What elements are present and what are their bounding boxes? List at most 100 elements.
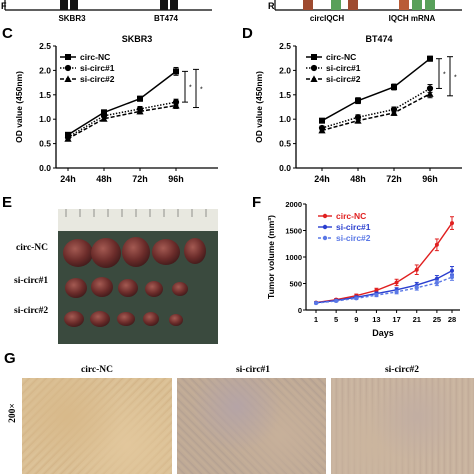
data-point-si-circ-2 bbox=[450, 275, 454, 280]
legend-label: si-circ#1 bbox=[336, 222, 371, 232]
data-point-circ-nc bbox=[434, 242, 439, 247]
data-point-si-circ-2 bbox=[136, 107, 144, 115]
data-point-si-circ-2 bbox=[394, 289, 399, 294]
ylabel-fragment-right: R bbox=[268, 1, 275, 11]
series-line-si-circ-2 bbox=[321, 93, 431, 132]
category-circiqch: circIQCH bbox=[310, 14, 344, 23]
x-tick-label: 1 bbox=[314, 315, 318, 324]
legend-marker bbox=[310, 64, 318, 72]
data-point-si-circ-2 bbox=[314, 301, 318, 306]
category-skbr3: SKBR3 bbox=[58, 14, 86, 23]
legend-label: si-circ#2 bbox=[80, 74, 115, 84]
x-tick-label: 96h bbox=[168, 174, 184, 184]
series-line-si-circ-2 bbox=[315, 276, 453, 304]
legend-marker bbox=[64, 75, 72, 82]
tumor-photo-drawing bbox=[58, 209, 218, 327]
ihc-label-circ-nc: circ-NC bbox=[80, 365, 113, 375]
data-point-si-circ-2 bbox=[414, 285, 419, 290]
y-tick-label: 2.0 bbox=[279, 65, 291, 75]
bar-fragment bbox=[331, 0, 341, 10]
ihc-label-si-circ-1: si-circ#1 bbox=[235, 365, 271, 375]
legend-marker bbox=[310, 75, 318, 82]
legend-marker bbox=[65, 54, 71, 60]
series-line-circ-nc bbox=[67, 70, 177, 136]
data-point-circ-nc bbox=[427, 55, 433, 62]
legend-label: si-circ#2 bbox=[326, 74, 361, 84]
x-tick-label: 13 bbox=[372, 315, 380, 324]
y-tick-label: 1.0 bbox=[39, 114, 51, 124]
legend-marker bbox=[322, 213, 328, 219]
y-tick-label: 2.5 bbox=[279, 41, 291, 51]
data-point-si-circ-2 bbox=[426, 90, 434, 97]
tumor-photo bbox=[58, 209, 218, 344]
chart-title: BT474 bbox=[365, 34, 392, 44]
data-point-si-circ-2 bbox=[100, 115, 108, 122]
top-strip: F SKBR3 BT474 R circIQCH IQCH mRNA bbox=[1, 0, 462, 23]
bar-fragment bbox=[160, 0, 168, 10]
bar-fragment bbox=[303, 0, 313, 10]
data-point-si-circ-2 bbox=[354, 296, 359, 301]
ihc-label-si-circ-2: si-circ#2 bbox=[384, 365, 420, 375]
y-tick-label: 1.5 bbox=[279, 90, 291, 100]
photo-row-label-circ-nc: circ-NC bbox=[16, 243, 49, 253]
data-point-si-circ-2 bbox=[354, 117, 362, 124]
data-point-circ-nc bbox=[355, 97, 361, 104]
data-point-circ-nc bbox=[173, 68, 179, 75]
series-line-circ-nc bbox=[315, 222, 453, 304]
data-point-si-circ-2 bbox=[390, 109, 398, 116]
series-line-si-circ-1 bbox=[67, 101, 177, 138]
data-point-si-circ-2 bbox=[374, 293, 379, 298]
y-tick-label: 1500 bbox=[285, 227, 302, 236]
x-axis-label: Days bbox=[372, 328, 394, 338]
data-point-si-circ-2 bbox=[172, 101, 180, 109]
ylabel-fragment-left: F bbox=[1, 1, 7, 11]
data-point-circ-nc bbox=[391, 83, 397, 90]
bar-fragment bbox=[170, 0, 178, 10]
y-tick-label: 0.0 bbox=[279, 163, 291, 173]
ihc-image-circ-nc bbox=[22, 378, 172, 474]
category-iqch-mrna: IQCH mRNA bbox=[389, 14, 436, 23]
x-tick-label: 72h bbox=[386, 174, 402, 184]
y-tick-label: 0 bbox=[298, 306, 302, 315]
legend-label: si-circ#2 bbox=[336, 233, 371, 243]
photo-row-label-si-circ-2: si-circ#2 bbox=[14, 306, 49, 316]
y-tick-label: 0.0 bbox=[39, 163, 51, 173]
bar-fragment bbox=[60, 0, 68, 10]
data-point-si-circ-2 bbox=[334, 298, 339, 303]
significance-star: * bbox=[189, 85, 192, 92]
series-line-circ-nc bbox=[321, 58, 431, 122]
x-tick-label: 48h bbox=[350, 174, 366, 184]
y-tick-label: 1000 bbox=[285, 253, 302, 262]
data-point-si-circ-1 bbox=[434, 276, 439, 281]
data-point-si-circ-2 bbox=[64, 135, 72, 142]
data-point-circ-nc bbox=[319, 117, 325, 124]
y-tick-label: 1.0 bbox=[279, 114, 291, 124]
x-tick-label: 21 bbox=[413, 315, 421, 324]
y-tick-label: 2.5 bbox=[39, 41, 51, 51]
x-tick-label: 28 bbox=[448, 315, 456, 324]
legend-marker bbox=[322, 224, 328, 230]
legend-marker bbox=[64, 64, 72, 72]
x-tick-label: 17 bbox=[392, 315, 400, 324]
chart-title: SKBR3 bbox=[122, 34, 153, 44]
x-tick-label: 48h bbox=[96, 174, 112, 184]
ihc-image-si-circ-2 bbox=[331, 378, 474, 474]
data-point-circ-nc bbox=[101, 109, 107, 116]
x-tick-label: 72h bbox=[132, 174, 148, 184]
legend-marker bbox=[322, 235, 328, 241]
y-tick-label: 2.0 bbox=[39, 65, 51, 75]
legend-marker bbox=[311, 54, 317, 60]
data-point-circ-nc bbox=[450, 221, 454, 226]
x-tick-label: 24h bbox=[60, 174, 76, 184]
series-line-si-circ-1 bbox=[315, 270, 453, 304]
y-tick-label: 0.5 bbox=[279, 139, 291, 149]
series-line-si-circ-2 bbox=[67, 104, 177, 140]
y-axis-label: OD value (450nm) bbox=[14, 71, 24, 143]
significance-star: * bbox=[443, 72, 446, 79]
legend-label: circ-NC bbox=[80, 52, 110, 62]
data-point-circ-nc bbox=[374, 288, 379, 293]
data-point-si-circ-2 bbox=[318, 126, 326, 134]
